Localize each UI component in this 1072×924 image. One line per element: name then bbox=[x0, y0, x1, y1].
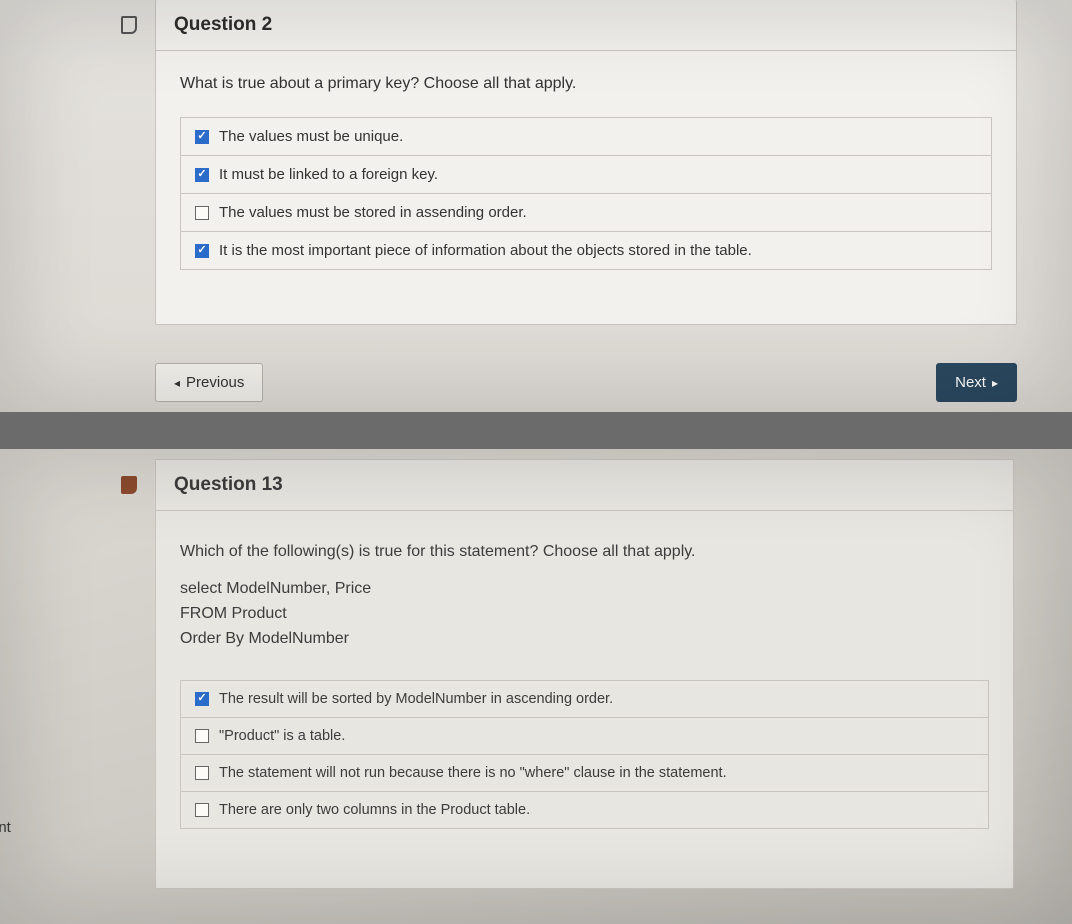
option-checkbox[interactable] bbox=[195, 168, 209, 182]
screenshot-question-13: Question 13 Which of the following(s) is… bbox=[0, 449, 1072, 924]
question-title: Question 13 bbox=[174, 474, 283, 496]
next-button[interactable]: Next ▸ bbox=[936, 363, 1017, 402]
options-list: The values must be unique. It must be lin… bbox=[180, 117, 992, 270]
previous-button[interactable]: ◂ Previous bbox=[155, 363, 263, 402]
nav-bar: ◂ Previous Next ▸ bbox=[155, 363, 1017, 402]
option-label: "Product" is a table. bbox=[219, 728, 345, 744]
option-checkbox[interactable] bbox=[195, 130, 209, 144]
code-line: select ModelNumber, Price bbox=[180, 577, 989, 602]
option-label: It is the most important piece of inform… bbox=[219, 242, 752, 259]
question-prompt: Which of the following(s) is true for th… bbox=[180, 541, 989, 563]
option-row[interactable]: The result will be sorted by ModelNumber… bbox=[181, 681, 988, 718]
question-card: Question 2 What is true about a primary … bbox=[155, 0, 1017, 325]
question-card: Question 13 Which of the following(s) is… bbox=[155, 459, 1014, 889]
option-label: The values must be stored in assending o… bbox=[219, 204, 527, 221]
option-label: The values must be unique. bbox=[219, 128, 403, 145]
option-row[interactable]: The values must be unique. bbox=[181, 118, 991, 156]
option-label: There are only two columns in the Produc… bbox=[219, 802, 530, 818]
option-row[interactable]: It must be linked to a foreign key. bbox=[181, 156, 991, 194]
arrow-left-icon: ◂ bbox=[174, 376, 180, 390]
code-line: Order By ModelNumber bbox=[180, 627, 989, 652]
option-checkbox[interactable] bbox=[195, 766, 209, 780]
flag-icon[interactable] bbox=[121, 16, 137, 34]
question-header: Question 13 bbox=[156, 460, 1013, 511]
question-body: Which of the following(s) is true for th… bbox=[156, 511, 1013, 847]
arrow-right-icon: ▸ bbox=[992, 376, 998, 390]
option-checkbox[interactable] bbox=[195, 729, 209, 743]
screenshot-question-2: Question 2 What is true about a primary … bbox=[0, 0, 1072, 412]
option-label: It must be linked to a foreign key. bbox=[219, 166, 438, 183]
option-checkbox[interactable] bbox=[195, 206, 209, 220]
options-list: The result will be sorted by ModelNumber… bbox=[180, 680, 989, 829]
option-row[interactable]: There are only two columns in the Produc… bbox=[181, 792, 988, 829]
option-checkbox[interactable] bbox=[195, 803, 209, 817]
option-checkbox[interactable] bbox=[195, 244, 209, 258]
sidebar-fragment: ent bbox=[0, 819, 11, 836]
next-label: Next bbox=[955, 374, 986, 391]
option-row[interactable]: The statement will not run because there… bbox=[181, 755, 988, 792]
option-row[interactable]: The values must be stored in assending o… bbox=[181, 194, 991, 232]
previous-label: Previous bbox=[186, 374, 244, 391]
option-label: The result will be sorted by ModelNumber… bbox=[219, 691, 613, 707]
code-line: FROM Product bbox=[180, 602, 989, 627]
question-body: What is true about a primary key? Choose… bbox=[156, 51, 1016, 288]
option-row[interactable]: "Product" is a table. bbox=[181, 718, 988, 755]
sql-code-block: select ModelNumber, PriceFROM ProductOrd… bbox=[180, 577, 989, 651]
question-header: Question 2 bbox=[156, 0, 1016, 51]
option-row[interactable]: It is the most important piece of inform… bbox=[181, 232, 991, 269]
question-title: Question 2 bbox=[174, 14, 272, 36]
flag-icon[interactable] bbox=[121, 476, 137, 494]
question-prompt: What is true about a primary key? Choose… bbox=[180, 73, 992, 95]
option-label: The statement will not run because there… bbox=[219, 765, 727, 781]
option-checkbox[interactable] bbox=[195, 692, 209, 706]
